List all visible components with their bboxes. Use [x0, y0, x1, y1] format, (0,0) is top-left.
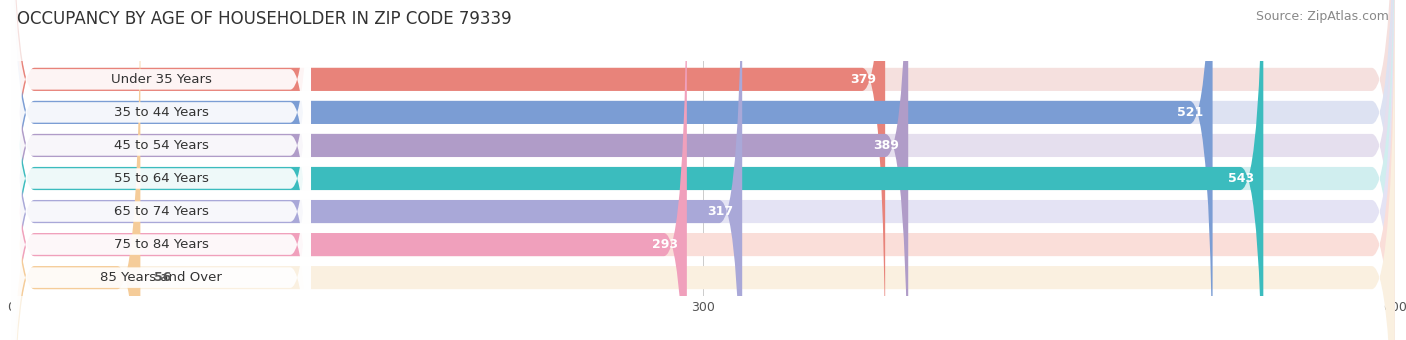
Text: 317: 317	[707, 205, 733, 218]
FancyBboxPatch shape	[11, 0, 311, 340]
FancyBboxPatch shape	[11, 0, 311, 340]
FancyBboxPatch shape	[11, 0, 688, 340]
FancyBboxPatch shape	[11, 0, 1395, 340]
FancyBboxPatch shape	[11, 0, 1395, 340]
Text: 35 to 44 Years: 35 to 44 Years	[114, 106, 208, 119]
Text: 389: 389	[873, 139, 898, 152]
FancyBboxPatch shape	[11, 0, 311, 340]
FancyBboxPatch shape	[11, 0, 311, 340]
FancyBboxPatch shape	[11, 0, 311, 340]
FancyBboxPatch shape	[11, 0, 1212, 340]
Text: 379: 379	[851, 73, 876, 86]
Text: 521: 521	[1177, 106, 1204, 119]
FancyBboxPatch shape	[11, 0, 1395, 340]
FancyBboxPatch shape	[11, 0, 742, 340]
FancyBboxPatch shape	[11, 0, 1395, 340]
Text: 65 to 74 Years: 65 to 74 Years	[114, 205, 208, 218]
FancyBboxPatch shape	[11, 0, 141, 340]
Text: 45 to 54 Years: 45 to 54 Years	[114, 139, 208, 152]
Text: OCCUPANCY BY AGE OF HOUSEHOLDER IN ZIP CODE 79339: OCCUPANCY BY AGE OF HOUSEHOLDER IN ZIP C…	[17, 10, 512, 28]
Text: 543: 543	[1227, 172, 1254, 185]
FancyBboxPatch shape	[11, 0, 1395, 340]
Text: Under 35 Years: Under 35 Years	[111, 73, 211, 86]
FancyBboxPatch shape	[11, 0, 1395, 340]
FancyBboxPatch shape	[11, 0, 886, 340]
Text: 293: 293	[651, 238, 678, 251]
Text: 55 to 64 Years: 55 to 64 Years	[114, 172, 208, 185]
FancyBboxPatch shape	[11, 0, 1264, 340]
Text: 85 Years and Over: 85 Years and Over	[100, 271, 222, 284]
FancyBboxPatch shape	[11, 0, 311, 340]
Text: Source: ZipAtlas.com: Source: ZipAtlas.com	[1256, 10, 1389, 23]
Text: 75 to 84 Years: 75 to 84 Years	[114, 238, 208, 251]
Text: 56: 56	[155, 271, 172, 284]
FancyBboxPatch shape	[11, 0, 311, 340]
FancyBboxPatch shape	[11, 0, 1395, 340]
FancyBboxPatch shape	[11, 0, 908, 340]
